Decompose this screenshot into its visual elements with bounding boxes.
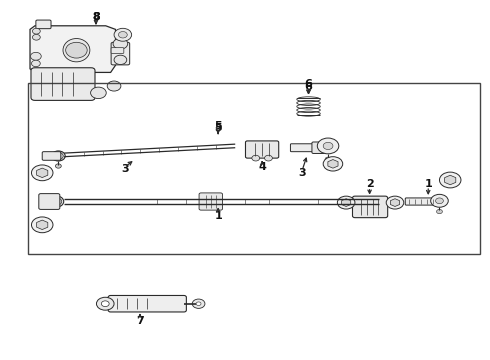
Circle shape xyxy=(31,60,40,67)
Circle shape xyxy=(192,299,205,309)
FancyBboxPatch shape xyxy=(352,196,388,218)
Circle shape xyxy=(91,87,106,99)
Circle shape xyxy=(30,52,41,60)
Circle shape xyxy=(53,152,63,159)
Text: 1: 1 xyxy=(424,179,432,189)
Circle shape xyxy=(66,42,87,58)
FancyBboxPatch shape xyxy=(199,193,222,210)
Polygon shape xyxy=(37,220,48,230)
Circle shape xyxy=(107,81,121,91)
Polygon shape xyxy=(37,168,48,177)
Polygon shape xyxy=(342,199,351,207)
Circle shape xyxy=(318,138,339,154)
Text: 2: 2 xyxy=(366,179,373,189)
Circle shape xyxy=(265,155,272,161)
Circle shape xyxy=(252,155,260,161)
Ellipse shape xyxy=(63,39,90,62)
Text: 6: 6 xyxy=(305,79,313,89)
Circle shape xyxy=(55,164,61,168)
Circle shape xyxy=(119,32,127,38)
Text: 8: 8 xyxy=(92,12,100,22)
FancyBboxPatch shape xyxy=(31,68,95,100)
Circle shape xyxy=(323,142,333,149)
Bar xyxy=(27,83,480,253)
Circle shape xyxy=(431,194,448,207)
Polygon shape xyxy=(30,26,116,72)
Circle shape xyxy=(114,28,132,41)
Polygon shape xyxy=(444,175,456,185)
FancyBboxPatch shape xyxy=(42,152,61,160)
Circle shape xyxy=(440,172,461,188)
Circle shape xyxy=(52,198,62,205)
Circle shape xyxy=(437,210,442,214)
Polygon shape xyxy=(391,199,399,207)
Polygon shape xyxy=(328,159,338,168)
Text: 5: 5 xyxy=(214,123,222,133)
Circle shape xyxy=(436,198,443,204)
FancyBboxPatch shape xyxy=(39,194,60,210)
Ellipse shape xyxy=(51,151,65,161)
FancyBboxPatch shape xyxy=(405,198,437,205)
FancyBboxPatch shape xyxy=(291,144,316,152)
FancyBboxPatch shape xyxy=(108,296,186,312)
Text: 7: 7 xyxy=(136,316,144,326)
Ellipse shape xyxy=(50,196,64,207)
Text: 3: 3 xyxy=(122,164,129,174)
Text: 3: 3 xyxy=(298,168,306,178)
Text: 5: 5 xyxy=(214,121,222,131)
Circle shape xyxy=(32,28,40,34)
Circle shape xyxy=(32,35,40,40)
FancyBboxPatch shape xyxy=(312,142,326,153)
FancyBboxPatch shape xyxy=(36,20,51,29)
Circle shape xyxy=(196,302,201,306)
Circle shape xyxy=(114,55,127,64)
Circle shape xyxy=(325,157,331,161)
FancyBboxPatch shape xyxy=(245,141,279,158)
FancyBboxPatch shape xyxy=(111,48,124,53)
Circle shape xyxy=(386,196,404,209)
Circle shape xyxy=(31,217,53,233)
Circle shape xyxy=(97,297,114,310)
Circle shape xyxy=(337,196,355,209)
Text: 6: 6 xyxy=(305,82,313,92)
Text: 1: 1 xyxy=(214,211,222,221)
FancyBboxPatch shape xyxy=(111,42,130,65)
Circle shape xyxy=(101,301,109,307)
Text: 4: 4 xyxy=(258,162,266,172)
Text: 8: 8 xyxy=(92,12,100,22)
Circle shape xyxy=(113,39,128,49)
Circle shape xyxy=(323,157,343,171)
Circle shape xyxy=(31,165,53,181)
